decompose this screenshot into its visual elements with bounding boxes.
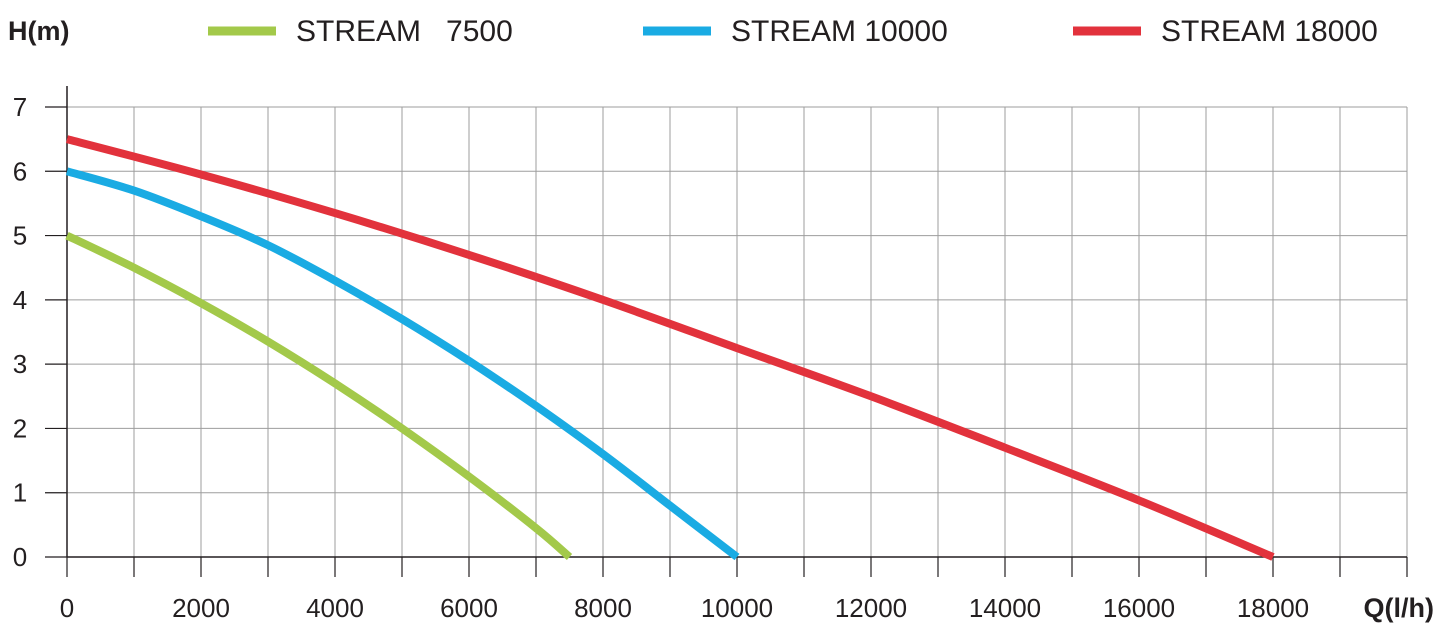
legend-label-3: STREAM 18000 [1161, 15, 1378, 48]
y-tick-label: 1 [13, 478, 27, 508]
series-lines [65, 135, 1275, 561]
y-tick-label: 7 [13, 92, 27, 122]
y-tick-label: 5 [13, 221, 27, 251]
x-tick-label: 18000 [1237, 593, 1309, 623]
x-tick-label: 8000 [574, 593, 632, 623]
y-tick-label: 4 [13, 285, 27, 315]
y-axis-title: H(m) [8, 16, 70, 46]
y-tick-label: 0 [13, 542, 27, 572]
series-line-2 [65, 167, 740, 561]
x-tick-label: 0 [60, 593, 74, 623]
x-tick-label: 4000 [306, 593, 364, 623]
y-tick-label: 6 [13, 156, 27, 186]
series-line-3 [65, 135, 1275, 561]
y-tick-label: 3 [13, 349, 27, 379]
x-tick-label: 6000 [440, 593, 498, 623]
x-axis-title: Q(l/h) [1364, 593, 1434, 623]
x-tick-label: 2000 [172, 593, 230, 623]
x-tick-label: 14000 [969, 593, 1041, 623]
grid [67, 106, 1408, 557]
axes: 0 2000 4000 6000 8000 10000 12000 14000 16000 180… [13, 86, 1408, 623]
x-tick-label: 10000 [701, 593, 773, 623]
y-tick-label: 2 [13, 413, 27, 443]
legend-label-2: STREAM 10000 [731, 15, 948, 48]
x-tick-label: 16000 [1103, 593, 1175, 623]
legend-label-1: STREAM 7500 [296, 15, 513, 48]
x-tick-label: 12000 [835, 593, 907, 623]
legend: STREAM 7500 STREAM 10000 STREAM 18000 [208, 15, 1378, 48]
series-line-1 [65, 231, 573, 561]
